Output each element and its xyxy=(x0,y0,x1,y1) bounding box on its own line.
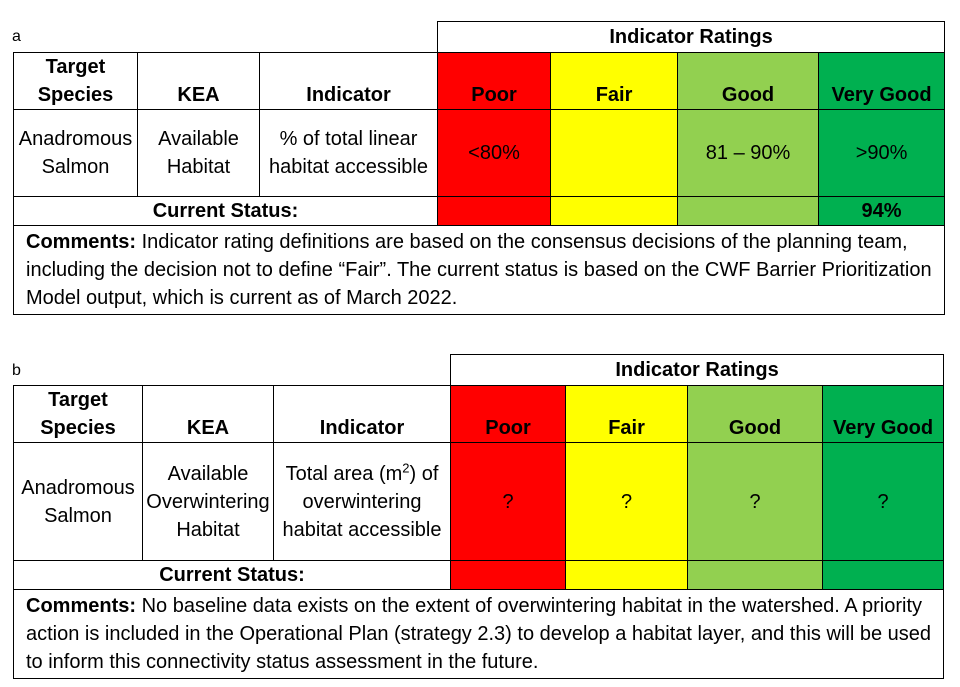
blank-corner xyxy=(14,22,438,53)
cell-fair: ? xyxy=(565,442,689,561)
cell-good: 81 – 90% xyxy=(677,109,820,197)
comments-text: Indicator rating definitions are based o… xyxy=(26,231,932,309)
cell-kea: Available Habitat xyxy=(137,109,260,197)
header-kea: KEA xyxy=(142,385,274,443)
indicator-text-pre: Total area (m xyxy=(285,462,403,485)
cell-kea: Available Overwintering Habitat xyxy=(142,442,274,561)
status-good xyxy=(687,560,824,590)
comments-text: No baseline data exists on the extent of… xyxy=(26,595,931,673)
cell-very-good: ? xyxy=(822,442,945,561)
cell-fair xyxy=(550,109,679,197)
cell-indicator: % of total linear habitat accessible xyxy=(258,109,439,197)
status-poor xyxy=(450,560,567,590)
panel-label-b: b xyxy=(12,362,21,379)
header-fair: Fair xyxy=(550,52,679,110)
cell-poor: <80% xyxy=(437,109,552,197)
indicator-table-b: Indicator Ratings Target Species KEA Ind… xyxy=(12,354,945,679)
header-very-good: Very Good xyxy=(822,385,945,443)
cell-target-species: Anadromous Salmon xyxy=(13,109,138,197)
comments-cell: Comments: No baseline data exists on the… xyxy=(12,589,945,679)
current-status-label: Current Status: xyxy=(12,560,452,590)
comments-cell: Comments: Indicator rating definitions a… xyxy=(12,225,946,315)
ratings-title: Indicator Ratings xyxy=(437,21,946,53)
header-indicator: Indicator xyxy=(258,52,439,110)
header-poor: Poor xyxy=(450,385,567,443)
status-poor xyxy=(437,196,552,226)
cell-poor: ? xyxy=(450,442,567,561)
ratings-title: Indicator Ratings xyxy=(450,354,945,386)
header-fair: Fair xyxy=(565,385,689,443)
header-good: Good xyxy=(687,385,824,443)
current-status-label: Current Status: xyxy=(12,196,439,226)
status-good xyxy=(677,196,820,226)
header-kea: KEA xyxy=(137,52,260,110)
indicator-text-post: ) of overwintering habitat accessible xyxy=(282,462,442,541)
status-fair xyxy=(565,560,689,590)
header-very-good: Very Good xyxy=(818,52,946,110)
current-status-value xyxy=(822,560,945,590)
comments-label: Comments: xyxy=(26,595,137,617)
header-good: Good xyxy=(677,52,820,110)
cell-very-good: >90% xyxy=(818,109,946,197)
cell-good: ? xyxy=(687,442,824,561)
header-target-species: Target Species xyxy=(13,385,143,443)
header-target-species: Target Species xyxy=(13,52,138,110)
blank-corner xyxy=(14,355,451,386)
indicator-table-a: Indicator Ratings Target Species KEA Ind… xyxy=(12,21,946,315)
header-poor: Poor xyxy=(437,52,552,110)
cell-indicator: Total area (m2) of overwintering habitat… xyxy=(272,442,452,561)
panel-label-a: a xyxy=(12,28,21,45)
indicator-superscript: 2 xyxy=(402,459,410,475)
comments-label: Comments: xyxy=(26,231,137,253)
status-fair xyxy=(550,196,679,226)
current-status-value: 94% xyxy=(818,196,946,226)
header-indicator: Indicator xyxy=(272,385,452,443)
cell-target-species: Anadromous Salmon xyxy=(13,442,143,561)
